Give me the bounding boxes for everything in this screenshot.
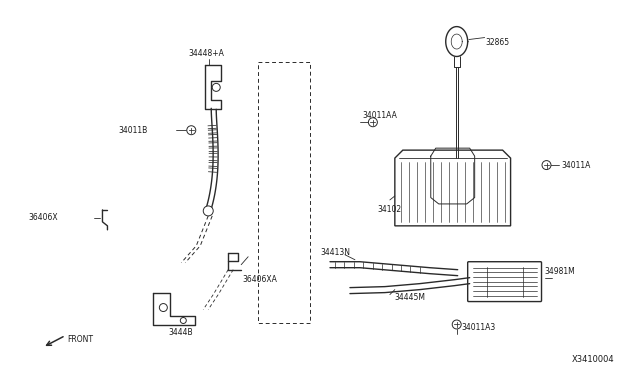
Text: 34011A3: 34011A3 <box>461 323 496 332</box>
Text: X3410004: X3410004 <box>572 355 614 364</box>
Circle shape <box>452 320 461 329</box>
Text: 34448+A: 34448+A <box>188 49 224 58</box>
Polygon shape <box>445 27 468 57</box>
Circle shape <box>542 161 551 170</box>
Text: 34413N: 34413N <box>320 248 350 257</box>
Text: 34445M: 34445M <box>395 293 426 302</box>
Text: 32865: 32865 <box>486 38 510 47</box>
Text: 34981M: 34981M <box>545 267 575 276</box>
Text: 34011B: 34011B <box>118 126 148 135</box>
Text: 34011AA: 34011AA <box>362 111 397 120</box>
Polygon shape <box>395 150 511 226</box>
FancyBboxPatch shape <box>468 262 541 302</box>
Circle shape <box>212 83 220 92</box>
Text: 36406X: 36406X <box>29 214 58 222</box>
Bar <box>258 62 310 324</box>
Circle shape <box>180 318 186 324</box>
Circle shape <box>369 118 378 127</box>
Text: 34011A: 34011A <box>561 161 591 170</box>
Text: FRONT: FRONT <box>68 335 93 344</box>
Circle shape <box>187 126 196 135</box>
Text: 34102: 34102 <box>378 205 402 214</box>
Circle shape <box>204 206 213 216</box>
Text: 36406XA: 36406XA <box>242 275 277 284</box>
Text: 3444B: 3444B <box>168 328 193 337</box>
Circle shape <box>159 304 167 311</box>
